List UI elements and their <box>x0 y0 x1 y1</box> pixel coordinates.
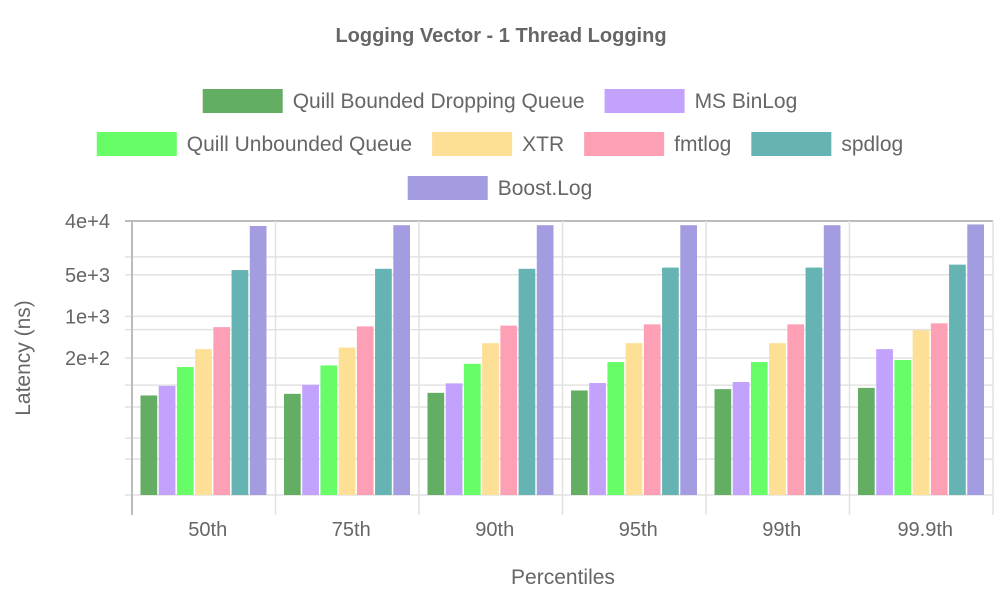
legend: Quill Bounded Dropping Queue MS BinLog Qui… <box>96 89 903 200</box>
x-tick-label: 75th <box>332 519 371 541</box>
bar <box>338 347 356 495</box>
bar <box>589 383 606 495</box>
legend-swatch <box>432 132 513 156</box>
bar <box>662 267 679 495</box>
bar <box>625 343 643 495</box>
bar <box>284 393 301 495</box>
bar <box>320 365 338 495</box>
legend-label: MS BinLog <box>695 90 798 113</box>
legend-swatch <box>407 176 488 200</box>
bar <box>805 267 823 495</box>
bar <box>158 385 176 495</box>
bar <box>536 225 554 495</box>
x-tick-label: 99.9th <box>897 519 953 541</box>
bar <box>427 392 445 495</box>
bar <box>445 383 463 495</box>
bar <box>213 327 231 495</box>
legend-swatch <box>751 132 832 156</box>
bar <box>393 225 410 495</box>
bar <box>463 363 481 495</box>
legend-swatch <box>96 132 177 156</box>
bar <box>912 330 930 495</box>
bar <box>482 343 499 495</box>
bar <box>967 224 984 495</box>
bar <box>750 362 768 495</box>
x-axis-ticks: 50th 75th 90th 95th 99th 99.9th <box>188 519 953 541</box>
bar <box>571 390 588 495</box>
bar <box>356 326 374 495</box>
bar <box>375 268 392 495</box>
x-tick-label: 95th <box>619 519 658 541</box>
chart-title: Logging Vector - 1 Thread Logging <box>335 25 666 47</box>
bar <box>231 270 249 495</box>
bar <box>732 382 750 495</box>
x-tick-label: 90th <box>475 519 514 541</box>
bar <box>714 389 732 495</box>
y-tick-label: 2e+2 <box>65 348 110 370</box>
bars <box>140 224 984 495</box>
bar <box>249 225 267 495</box>
legend-swatch <box>202 89 283 113</box>
bar <box>140 395 158 495</box>
bar <box>643 324 661 495</box>
bar <box>787 324 805 495</box>
legend-label: Quill Unbounded Queue <box>187 133 412 156</box>
grid <box>125 220 994 515</box>
y-tick-label: 1e+3 <box>65 306 110 328</box>
x-tick-label: 50th <box>188 519 227 541</box>
bar <box>949 264 966 495</box>
y-axis-label: Latency (ns) <box>12 300 35 416</box>
bar <box>823 225 841 495</box>
legend-swatch <box>604 89 685 113</box>
y-axis-ticks: 4e+4 5e+3 1e+3 2e+2 <box>65 211 110 370</box>
bar <box>680 225 697 495</box>
bar <box>607 362 625 495</box>
bar <box>518 268 536 495</box>
bar <box>930 323 948 495</box>
bar <box>858 387 875 495</box>
bar <box>195 349 212 495</box>
legend-label: spdlog <box>841 133 903 156</box>
bar <box>302 384 319 495</box>
bar <box>876 349 893 495</box>
x-axis-label: Percentiles <box>511 566 615 589</box>
legend-label: Quill Bounded Dropping Queue <box>293 90 585 113</box>
bar <box>769 343 786 495</box>
y-tick-label: 5e+3 <box>65 265 110 287</box>
x-tick-label: 99th <box>762 519 801 541</box>
y-tick-label: 4e+4 <box>65 211 110 233</box>
legend-label: XTR <box>522 133 564 156</box>
legend-label: Boost.Log <box>498 177 593 200</box>
bar <box>894 360 912 495</box>
legend-label: fmtlog <box>674 133 731 156</box>
bar <box>176 367 194 495</box>
legend-swatch <box>584 132 665 156</box>
bar <box>500 325 518 495</box>
